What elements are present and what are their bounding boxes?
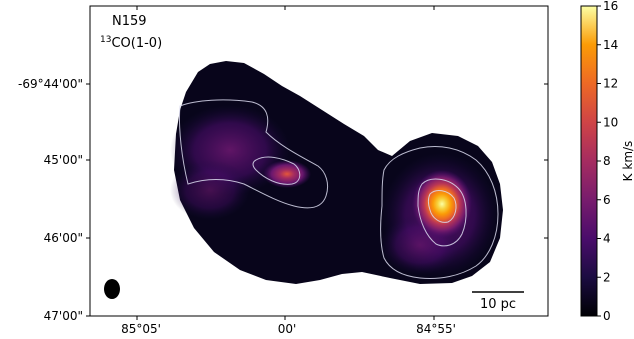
contour-west-outer [179, 99, 329, 209]
colorbar-tick-label-1: 2 [603, 270, 611, 284]
line-label-molecule: CO(1-0) [111, 36, 162, 51]
east-peak [412, 170, 472, 238]
contour-east-outer [380, 146, 499, 279]
colorbar-tick-label-0: 0 [603, 309, 611, 323]
colorbar-tick-label-3: 6 [603, 193, 611, 207]
y-axis [86, 83, 548, 317]
contour-east-inner [428, 190, 457, 223]
beam-ellipse [104, 279, 120, 299]
colorbar [580, 5, 598, 317]
colorbar-tick-label-7: 14 [603, 38, 618, 52]
west-diffuse-emission-2 [170, 160, 250, 220]
scale-bar-label: 10 pc [480, 297, 516, 312]
line-label-isotope: 13 [100, 35, 111, 45]
y-tick-label-0: -69°44'00" [18, 77, 83, 91]
x-tick-label-0: 85°05' [121, 322, 161, 336]
colorbar-tick-label-2: 4 [603, 232, 611, 246]
colorbar-ticks: 0 2 4 6 8 10 12 14 16 [597, 0, 618, 323]
contour-east-mid [417, 178, 467, 247]
contour-west-inner [252, 156, 301, 185]
emission-map: 10 pc [104, 61, 524, 312]
object-label: N159 [112, 14, 147, 29]
y-tick-label-3: 47'00" [44, 309, 83, 323]
x-axis [136, 6, 435, 320]
x-tick-label-1: 00' [278, 322, 297, 336]
y-tick-label-2: 46'00" [44, 231, 83, 245]
colorbar-tick-label-8: 16 [603, 0, 618, 13]
y-tick-label-1: 45'00" [44, 153, 83, 167]
line-label: 13CO(1-0) [100, 35, 162, 51]
x-tick-label-2: 84°55' [416, 322, 456, 336]
west-peak [263, 160, 311, 188]
colorbar-tick-label-5: 10 [603, 115, 618, 129]
colorbar-tick-label-6: 12 [603, 77, 618, 91]
contours [179, 99, 499, 279]
axes-frame [89, 5, 549, 317]
colorbar-tick-label-4: 8 [603, 154, 611, 168]
colorbar-label: K km/s [621, 141, 634, 182]
